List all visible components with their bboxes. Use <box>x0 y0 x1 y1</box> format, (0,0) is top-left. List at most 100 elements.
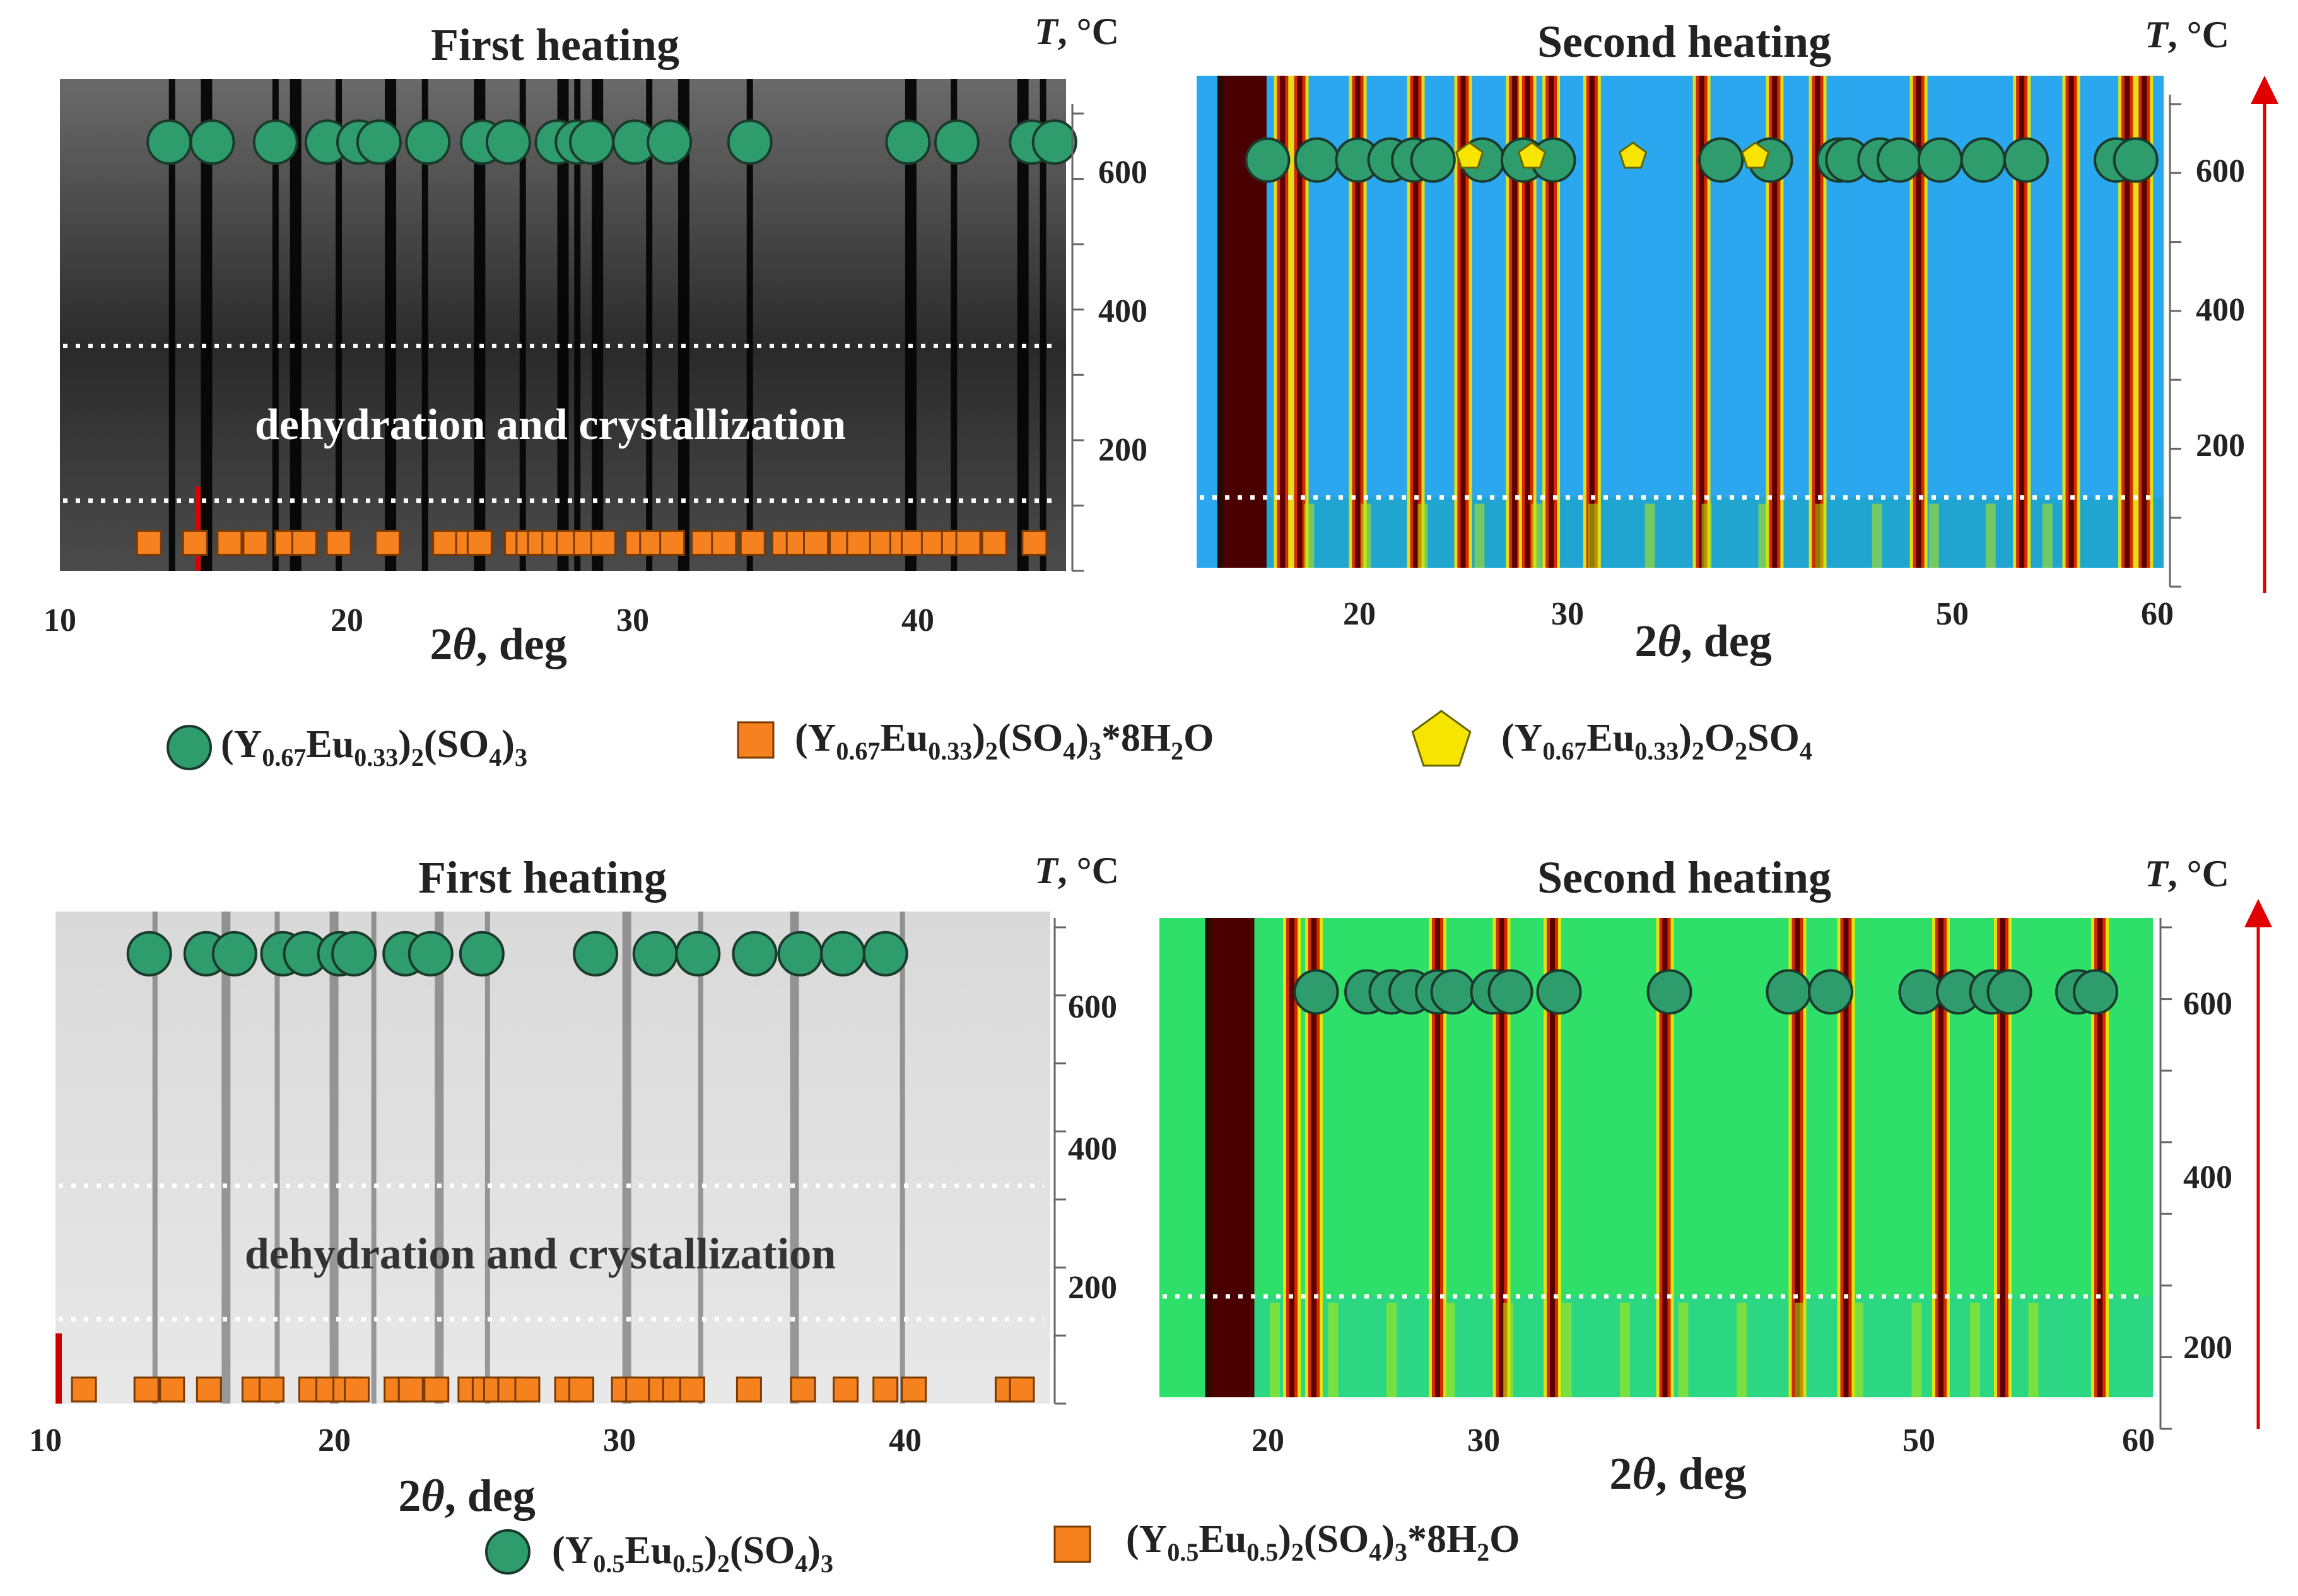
diffraction-line-core <box>1916 76 1921 568</box>
hydrate-marker <box>291 529 317 556</box>
x-tick-label: 30 <box>1551 596 1584 632</box>
hydrate-marker <box>872 1376 899 1403</box>
diffraction-line <box>168 79 175 571</box>
diffraction-line <box>574 79 581 571</box>
panel-title: First heating <box>418 852 667 903</box>
temperature-unit: , °C <box>2168 14 2229 56</box>
legend-sulfate-symbol <box>485 1529 531 1575</box>
diffraction-line-core <box>1311 918 1316 1397</box>
hydrate-marker <box>397 1376 424 1403</box>
low-temperature-line <box>1678 1303 1689 1397</box>
low-temperature-line <box>2042 503 2053 568</box>
formula-subscript: 4 <box>1369 1538 1381 1566</box>
legend-sulfate-label: (Y0.5Eu0.5)2(SO4)3 <box>552 1529 833 1578</box>
amorphous-edge <box>1210 918 1255 1397</box>
diffraction-line-core <box>1280 76 1286 568</box>
hydrate-marker <box>711 529 737 556</box>
formula-subscript: 0.67 <box>836 737 880 765</box>
formula-text: O <box>1489 1518 1520 1561</box>
oxysulfate-marker <box>1618 141 1648 169</box>
diffraction-line-core <box>1795 918 1800 1397</box>
low-temperature-line <box>1795 1303 1805 1397</box>
heating-arrow-head <box>2244 899 2272 927</box>
diffraction-line <box>484 912 490 1404</box>
hydrate-marker <box>325 529 352 556</box>
x-axis-label: 2θ, deg <box>1609 1448 1746 1499</box>
temperature-tick-label: 400 <box>1068 1131 1117 1167</box>
formula-subscript: 2 <box>1171 737 1183 765</box>
formula-text: ) <box>501 723 515 766</box>
formula-text: ) <box>807 1529 821 1572</box>
temperature-axis-label: T, °C <box>1035 11 1119 52</box>
diffraction-line-core <box>2068 76 2074 568</box>
formula-subscript: 3 <box>1089 737 1101 765</box>
low-temperature-line <box>1304 503 1315 568</box>
legend-sulfate-symbol <box>167 725 212 770</box>
formula-subscript: 2 <box>1477 1538 1489 1566</box>
x-tick-label: 10 <box>44 602 76 638</box>
x-tick-label: 40 <box>901 602 934 638</box>
amorphous-edge-dark <box>1217 76 1224 568</box>
diffraction-line <box>519 79 526 571</box>
sulfate-marker <box>1808 969 1853 1015</box>
diffraction-line <box>622 912 631 1404</box>
sulfate-marker <box>146 119 192 165</box>
hydrate-marker <box>242 529 269 556</box>
sulfate-marker <box>885 119 931 165</box>
panel-bottom-first: dehydration and crystallization First hea… <box>29 850 1119 1521</box>
x-axis-label-prefix: 2 <box>1609 1448 1632 1499</box>
diffraction-line <box>557 79 569 571</box>
diffraction-line-core <box>1815 76 1820 568</box>
low-temperature-line <box>1417 503 1428 568</box>
diffraction-line-core <box>2000 918 2005 1397</box>
sulfate-marker <box>1487 969 1533 1015</box>
formula-text: (Y <box>795 717 836 760</box>
sulfate-marker <box>1031 119 1077 165</box>
formula-subscript: 3 <box>821 1549 833 1578</box>
diffraction-line-core <box>1550 918 1555 1397</box>
temperature-tick-label: 600 <box>2183 986 2232 1022</box>
low-temperature-line <box>1445 1303 1455 1397</box>
hydrate-marker <box>901 1376 927 1403</box>
temperature-tick-label: 600 <box>1098 155 1147 191</box>
hydrate-marker <box>432 529 459 556</box>
sulfate-marker <box>1986 969 2032 1015</box>
band-label: dehydration and crystallization <box>255 401 846 449</box>
diffraction-line-core <box>1525 76 1530 568</box>
diffraction-line-core <box>1549 76 1554 568</box>
red-marker-line <box>195 486 201 571</box>
diffraction-line-core <box>1499 918 1504 1397</box>
panel-title: First heating <box>431 20 679 70</box>
formula-text: Eu <box>306 723 354 766</box>
hydrate-marker <box>790 1376 816 1403</box>
low-temperature-line <box>1853 1303 1863 1397</box>
legend-bottom: (Y0.5Eu0.5)2(SO4)3(Y0.5Eu0.5)2(SO4)3*8H2… <box>485 1518 1520 1578</box>
x-axis-label-theta: θ <box>452 619 476 669</box>
diffraction-line <box>474 79 486 571</box>
formula-subscript: 0.5 <box>593 1549 624 1578</box>
low-temperature-line <box>1815 503 1826 568</box>
low-temperature-line <box>1503 1303 1513 1397</box>
sulfate-marker <box>1294 137 1340 183</box>
x-axis-label-prefix: 2 <box>430 619 452 669</box>
sulfate-marker <box>569 119 615 165</box>
sulfate-marker <box>405 119 451 165</box>
hydrate-marker <box>590 529 616 556</box>
formula-subscript: 0.33 <box>1634 737 1679 765</box>
formula-subscript: 0.33 <box>928 737 972 765</box>
formula-subscript: 2 <box>1291 1538 1304 1566</box>
low-temperature-line <box>1737 1303 1747 1397</box>
sulfate-marker <box>732 930 778 977</box>
legend-hydrate-symbol <box>1053 1525 1091 1563</box>
hydrate-marker <box>375 529 401 556</box>
sulfate-marker <box>727 119 773 165</box>
band-label: dehydration and crystallization <box>245 1229 836 1278</box>
x-axis-label-suffix: , deg <box>1656 1448 1747 1499</box>
sulfate-marker <box>331 930 377 977</box>
heatmap-background <box>56 912 1050 1404</box>
hydrate-marker <box>136 529 162 556</box>
panel-top-first: dehydration and crystallization First hea… <box>44 11 1147 669</box>
hydrate-marker <box>659 529 686 556</box>
